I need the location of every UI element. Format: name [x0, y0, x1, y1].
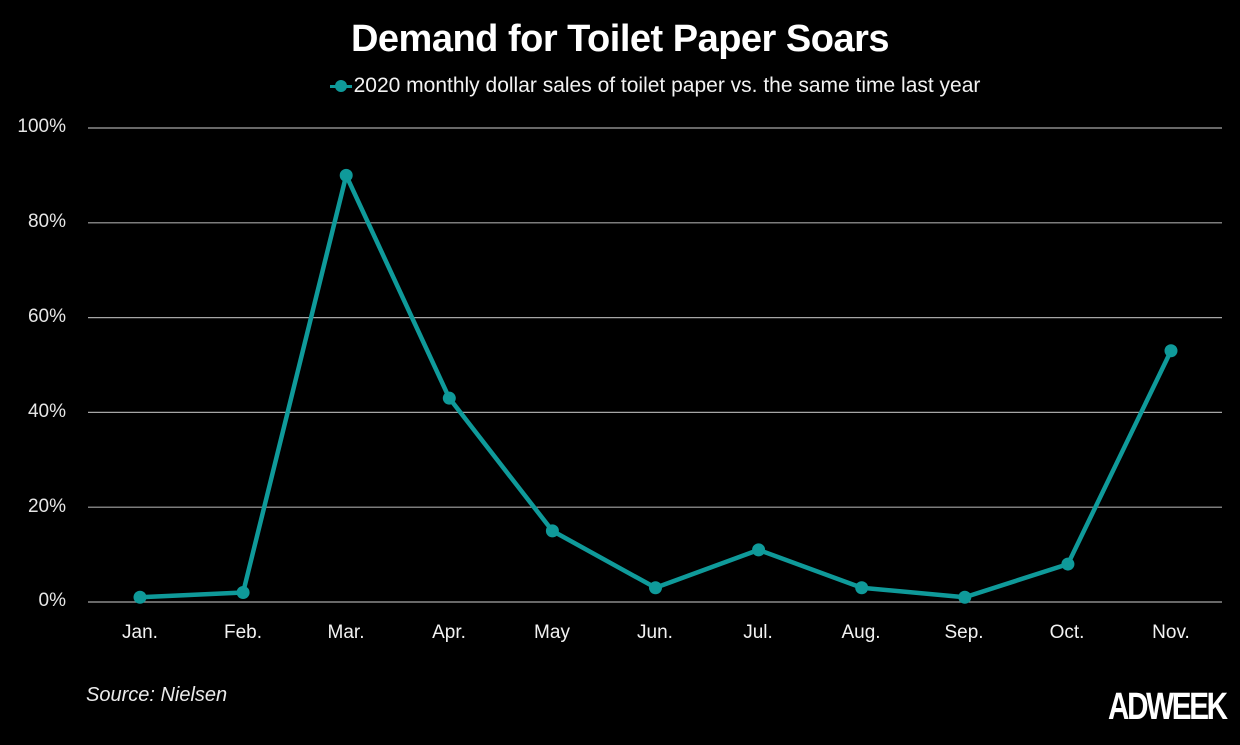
x-tick-label: Jul. — [743, 622, 773, 643]
data-point-marker — [855, 581, 869, 595]
source-note: Source: Nielsen — [86, 684, 228, 706]
adweek-logo: ADWEEK — [1108, 686, 1228, 728]
x-tick-label: Jun. — [637, 622, 673, 643]
data-point-marker — [752, 543, 766, 557]
data-points — [133, 168, 1178, 604]
x-tick-label: Mar. — [327, 622, 365, 643]
x-tick-label: Sep. — [944, 622, 984, 643]
data-point-marker — [545, 524, 559, 538]
data-point-marker — [1061, 557, 1075, 571]
y-tick-label: 40% — [27, 401, 66, 422]
x-tick-label: Nov. — [1152, 622, 1190, 643]
y-tick-label: 0% — [38, 590, 66, 611]
chart-title: Demand for Toilet Paper Soars — [350, 18, 890, 60]
data-point-marker — [1164, 344, 1178, 358]
x-tick-label: Jan. — [122, 622, 158, 643]
data-point-marker — [236, 586, 250, 600]
x-tick-label: May — [534, 622, 570, 643]
legend-label: 2020 monthly dollar sales of toilet pape… — [353, 74, 981, 97]
data-point-marker — [339, 168, 353, 182]
y-tick-label: 100% — [17, 116, 66, 137]
data-point-marker — [133, 590, 147, 604]
data-point-marker — [958, 590, 972, 604]
y-tick-label: 20% — [27, 496, 66, 517]
data-point-marker — [442, 391, 456, 405]
legend: 2020 monthly dollar sales of toilet pape… — [0, 74, 1240, 98]
gridlines — [88, 127, 1222, 603]
x-tick-label: Feb. — [223, 622, 263, 643]
legend-line-marker-icon — [329, 80, 352, 93]
x-tick-label: Oct. — [1049, 622, 1085, 643]
y-tick-label: 60% — [27, 306, 66, 327]
y-tick-label: 80% — [27, 211, 66, 232]
data-point-marker — [649, 581, 662, 595]
series-line — [137, 173, 1174, 600]
x-tick-label: Apr. — [432, 622, 466, 643]
x-tick-label: Aug. — [841, 622, 881, 643]
